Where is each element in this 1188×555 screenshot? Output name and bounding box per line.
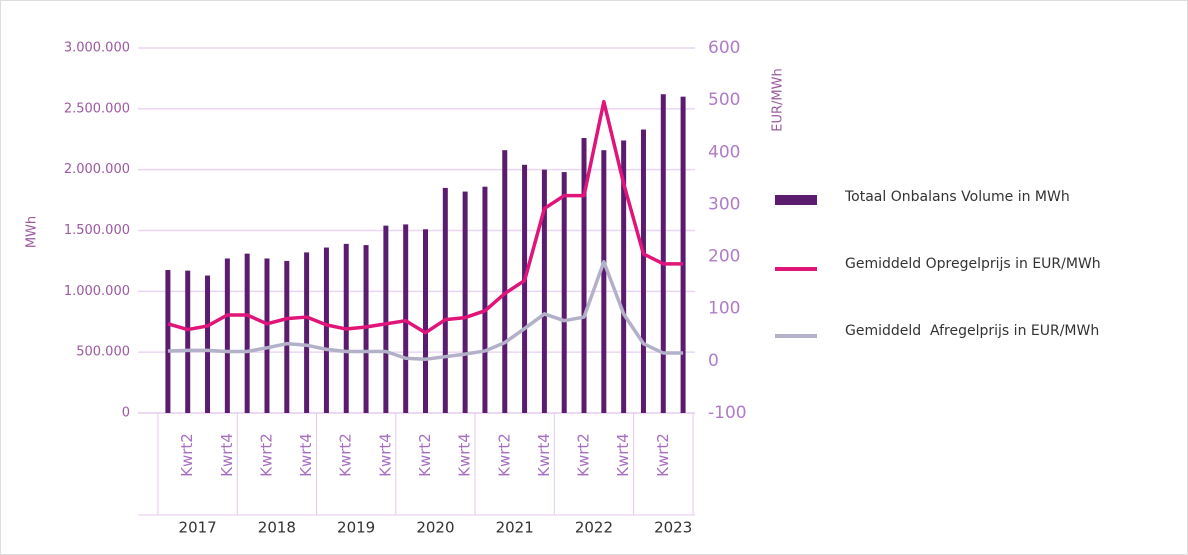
y2-tick-label: -100 <box>708 403 747 423</box>
bar <box>561 172 567 413</box>
legend-label: Gemiddeld Opregelprijs in EUR/MWh <box>845 256 1101 272</box>
x-tick-label: Kwrt2 <box>257 433 275 477</box>
bar <box>323 247 329 413</box>
group-label: 2023 <box>654 519 692 537</box>
x-tick-label: Kwrt2 <box>337 433 355 477</box>
y2-tick-label: 100 <box>708 299 740 319</box>
x-tick-label: Kwrt4 <box>456 433 474 477</box>
group-label: 2018 <box>258 519 296 537</box>
group-label: 2022 <box>575 519 613 537</box>
bar <box>482 186 488 413</box>
y-tick-label: 3.000.000 <box>64 41 130 56</box>
y2-tick-label: 0 <box>708 351 719 371</box>
line <box>167 99 684 335</box>
y2-tick-label: 200 <box>708 247 740 267</box>
y-tick-label: 2.500.000 <box>64 101 130 116</box>
bar <box>403 224 409 413</box>
bar <box>224 258 230 413</box>
x-tick-label: Kwrt4 <box>535 433 553 477</box>
y2-axis-label: EUR/MWh <box>771 68 786 131</box>
y2-tick-label: 400 <box>708 142 740 162</box>
bar <box>423 229 428 413</box>
legend-swatch <box>775 195 817 205</box>
bar <box>640 129 646 413</box>
bar <box>383 225 389 413</box>
y-tick-label: 1.500.000 <box>64 223 130 238</box>
bar <box>541 169 547 413</box>
bar <box>680 96 686 414</box>
bar <box>621 140 627 413</box>
bar <box>522 164 528 413</box>
y2-tick-label: 600 <box>708 38 740 58</box>
bar <box>601 150 607 413</box>
bar <box>165 270 171 413</box>
bar <box>581 138 587 414</box>
bar <box>264 258 270 413</box>
x-tick-label: Kwrt4 <box>218 433 236 477</box>
bar <box>284 260 290 413</box>
x-tick-label: Kwrt2 <box>178 433 196 477</box>
y2-tick-label: 500 <box>708 90 740 110</box>
group-label: 2020 <box>416 519 454 537</box>
bar <box>502 150 508 413</box>
x-tick-label: Kwrt2 <box>416 433 434 477</box>
group-label: 2021 <box>496 519 534 537</box>
bar <box>462 191 468 413</box>
bar <box>304 252 310 413</box>
y-tick-label: 1.000.000 <box>64 284 130 299</box>
bar <box>442 187 448 413</box>
bar <box>244 253 250 413</box>
y-axis-label: MWh <box>25 216 40 248</box>
bar <box>185 270 191 413</box>
group-label: 2019 <box>337 519 375 537</box>
x-tick-label: Kwrt4 <box>297 433 315 477</box>
line <box>167 260 684 362</box>
x-tick-label: Kwrt2 <box>495 433 513 477</box>
y-tick-label: 0 <box>122 406 130 421</box>
x-tick-label: Kwrt4 <box>614 433 632 477</box>
y-tick-label: 2.000.000 <box>64 162 130 177</box>
bar <box>660 94 666 413</box>
x-tick-label: Kwrt4 <box>376 433 394 477</box>
x-tick-label: Kwrt2 <box>575 433 593 477</box>
bar <box>205 275 211 413</box>
group-label: 2017 <box>179 519 217 537</box>
y-tick-label: 500.000 <box>76 345 130 360</box>
legend-label: Totaal Onbalans Volume in MWh <box>844 189 1070 205</box>
x-tick-label: Kwrt2 <box>654 433 672 477</box>
y2-tick-label: 300 <box>708 194 740 214</box>
legend-label: Gemiddeld Afregelprijs in EUR/MWh <box>845 323 1099 339</box>
bar <box>363 245 369 413</box>
